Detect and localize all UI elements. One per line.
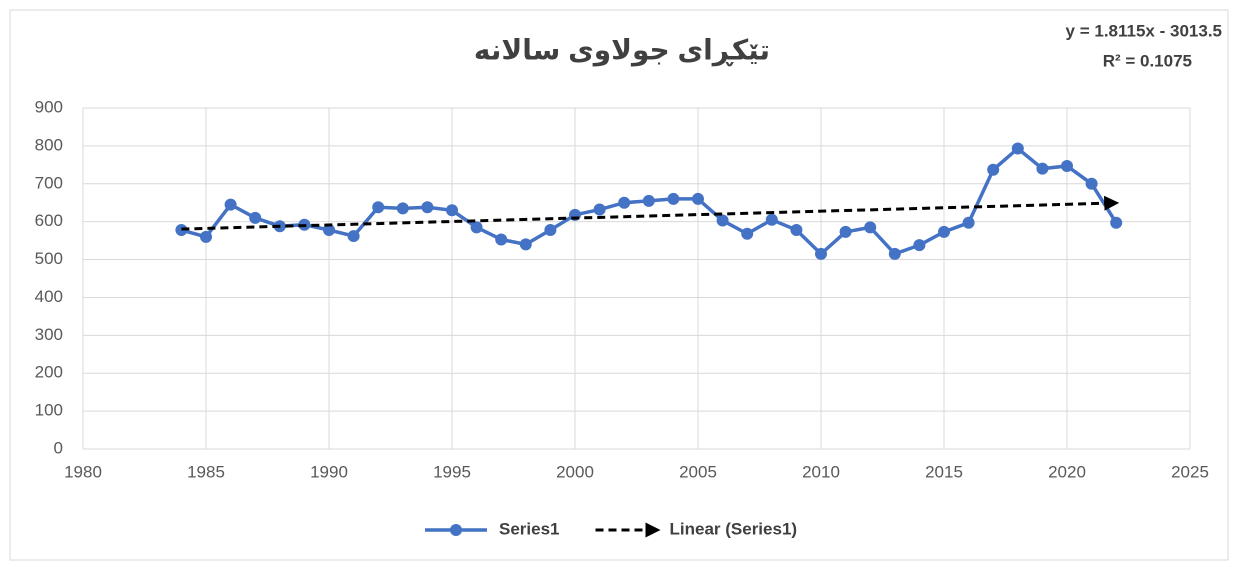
data-point <box>815 247 827 260</box>
data-point <box>372 201 385 214</box>
data-point <box>470 221 483 234</box>
legend-label: Series1 <box>499 519 560 538</box>
data-point <box>987 163 1000 176</box>
legend-marker <box>450 524 462 536</box>
data-point <box>741 227 754 240</box>
x-tick-label: 1985 <box>187 462 225 481</box>
y-tick-label: 0 <box>54 438 63 457</box>
annotation: y = 1.8115x - 3013.5 <box>1066 21 1222 40</box>
y-tick-label: 200 <box>35 363 63 382</box>
y-tick-label: 800 <box>35 135 63 154</box>
y-tick-label: 100 <box>35 401 63 420</box>
data-point <box>642 194 655 207</box>
data-point <box>962 216 975 229</box>
data-point <box>839 225 852 238</box>
data-point <box>864 221 877 234</box>
data-point <box>175 224 188 237</box>
chart-border <box>9 9 1229 561</box>
y-tick-label: 600 <box>35 211 63 230</box>
data-point <box>667 192 680 205</box>
x-tick-label: 2020 <box>1048 462 1086 481</box>
data-point <box>618 196 631 209</box>
data-point <box>446 204 458 217</box>
x-tick-label: 1990 <box>310 462 348 481</box>
data-point <box>692 192 704 205</box>
x-tick-label: 2010 <box>802 462 840 481</box>
data-point <box>1110 216 1123 229</box>
y-tick-label: 900 <box>35 97 63 116</box>
data-point <box>765 213 778 226</box>
data-point <box>224 198 237 211</box>
x-tick-label: 1995 <box>433 462 471 481</box>
data-point <box>790 224 803 237</box>
x-tick-label: 2005 <box>679 462 717 481</box>
data-point <box>544 224 557 237</box>
data-point <box>913 239 926 252</box>
x-tick-label: 2015 <box>925 462 963 481</box>
y-tick-label: 300 <box>35 325 63 344</box>
data-point <box>593 203 606 216</box>
data-point <box>200 230 212 243</box>
data-point <box>1085 177 1098 190</box>
y-tick-label: 700 <box>35 173 63 192</box>
x-tick-label: 1980 <box>64 462 102 481</box>
data-point <box>1036 162 1049 175</box>
x-tick-label: 2000 <box>556 462 594 481</box>
data-point <box>888 247 901 260</box>
y-tick-label: 500 <box>35 249 63 268</box>
data-point <box>938 225 950 238</box>
chart-title: تێکڕای جولاوی سالانە <box>474 34 770 66</box>
data-point <box>716 214 729 227</box>
data-point <box>1011 142 1024 155</box>
data-point <box>519 238 532 251</box>
annotation: R² = 0.1075 <box>1103 51 1192 70</box>
data-point <box>421 201 434 214</box>
data-point <box>495 233 508 246</box>
legend-label: Linear (Series1) <box>670 519 798 538</box>
data-point <box>323 224 335 237</box>
y-tick-label: 400 <box>35 287 63 306</box>
data-point <box>1061 159 1073 172</box>
data-point <box>396 202 409 215</box>
data-point <box>249 211 262 224</box>
data-point <box>347 230 360 243</box>
x-tick-label: 2025 <box>1171 462 1209 481</box>
